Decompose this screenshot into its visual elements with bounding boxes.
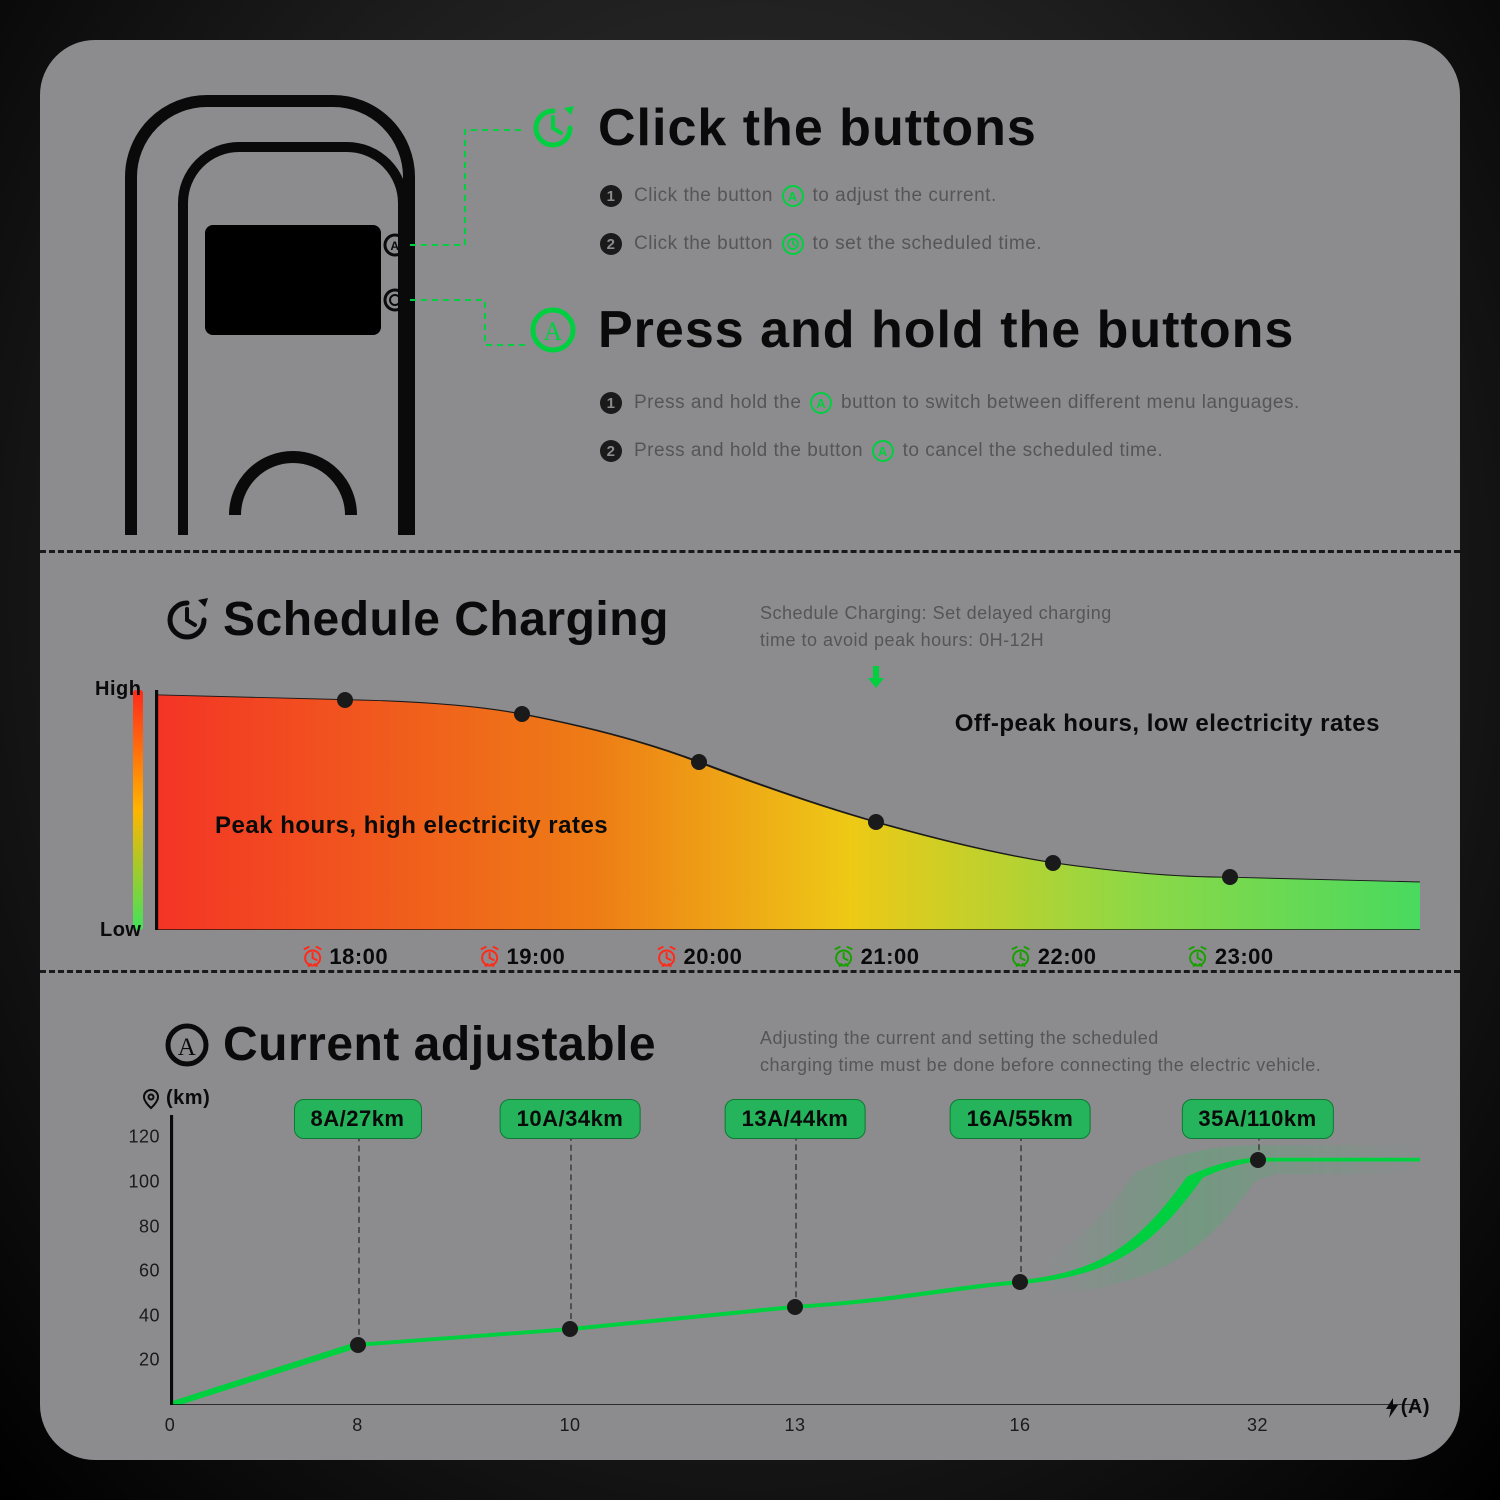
x-tick: 16 [1009,1405,1030,1436]
click-item-2: 2 Click the button to set the scheduled … [600,233,1042,255]
data-point [787,1299,803,1315]
a-icon: A [810,392,832,414]
alarm-icon [833,946,855,968]
svg-text:A: A [390,239,399,253]
step-text: Press and hold the A button to switch be… [634,392,1300,414]
y-tick: 80 [139,1216,170,1237]
a-icon: A [782,185,804,207]
data-point [1045,855,1061,871]
data-point [868,814,884,830]
current-chart: (km) (A) [170,1115,1420,1405]
alarm-icon [656,946,678,968]
schedule-chart: High Low [155,690,1420,930]
y-low-label: Low [100,919,142,942]
current-heading: A Current adjustable [165,1017,656,1072]
click-heading-row: Click the buttons [528,98,1037,158]
offpeak-annotation: Off-peak hours, low electricity rates [955,710,1380,738]
click-title: Click the buttons [598,98,1037,158]
value-pill: 10A/34km [500,1099,641,1139]
a-icon: A [528,305,578,355]
y-tick: 40 [139,1305,170,1326]
svg-text:A: A [543,317,562,346]
time-tick: 20:00 [656,930,743,970]
x-tick: 8 [352,1405,363,1436]
grid-line [570,1115,572,1329]
x-tick: 10 [559,1405,580,1436]
step-number: 2 [600,440,622,462]
peak-annotation: Peak hours, high electricity rates [215,812,608,840]
alarm-icon [1187,946,1209,968]
grid-line [358,1115,360,1345]
schedule-subtitle: Schedule Charging: Set delayed charging … [760,600,1112,654]
infographic-card: A Click the buttons 1 Click the button A… [40,40,1460,1460]
current-title: Current adjustable [223,1017,656,1072]
divider [40,970,1460,973]
value-pill: 8A/27km [293,1099,421,1139]
clock-icon [165,598,209,642]
y-tick: 60 [139,1261,170,1282]
step-number: 1 [600,185,622,207]
hold-item-2: 2 Press and hold the button A to cancel … [600,440,1163,462]
y-tick: 20 [139,1350,170,1371]
step-text: Click the button A to adjust the current… [634,185,997,207]
grid-line [1020,1115,1022,1282]
y-gradient-bar [133,690,143,930]
clock-icon [782,233,804,255]
x-tick: 0 [165,1405,176,1436]
hold-item-1: 1 Press and hold the A button to switch … [600,392,1300,414]
time-tick: 21:00 [833,930,920,970]
time-tick: 22:00 [1010,930,1097,970]
value-pill: 16A/55km [950,1099,1091,1139]
x-tick: 32 [1247,1405,1268,1436]
alarm-icon [1010,946,1032,968]
data-point [514,706,530,722]
divider [40,550,1460,553]
data-point [1222,869,1238,885]
data-point [562,1321,578,1337]
hold-title: Press and hold the buttons [598,300,1294,360]
value-pill: 35A/110km [1181,1099,1333,1139]
pin-icon [140,1088,162,1110]
step-number: 2 [600,233,622,255]
grid-line [795,1115,797,1307]
schedule-title: Schedule Charging [223,592,669,647]
data-point [337,692,353,708]
hold-heading-row: A Press and hold the buttons [528,300,1294,360]
section-buttons: A Click the buttons 1 Click the button A… [40,40,1460,550]
step-text: Click the button to set the scheduled ti… [634,233,1042,255]
time-tick: 23:00 [1187,930,1274,970]
data-point [1250,1152,1266,1168]
value-pill: 13A/44km [725,1099,866,1139]
a-icon: A [872,440,894,462]
schedule-heading: Schedule Charging [165,592,669,647]
y-high-label: High [95,678,141,701]
step-number: 1 [600,392,622,414]
time-tick: 18:00 [301,930,388,970]
alarm-icon [301,946,323,968]
x-tick: 13 [784,1405,805,1436]
time-tick: 19:00 [478,930,565,970]
y-axis-label: (km) [140,1087,210,1110]
a-icon: A [165,1023,209,1067]
y-tick: 120 [128,1127,170,1148]
data-point [1012,1274,1028,1290]
clock-icon [528,103,578,153]
click-item-1: 1 Click the button A to adjust the curre… [600,185,997,207]
section-current: A Current adjustable Adjusting the curre… [40,995,1460,1460]
y-tick: 100 [128,1171,170,1192]
section-schedule: Schedule Charging Schedule Charging: Set… [40,570,1460,970]
step-text: Press and hold the button A to cancel th… [634,440,1163,462]
schedule-marker [866,664,886,693]
alarm-icon [478,946,500,968]
data-point [350,1337,366,1353]
data-point [691,754,707,770]
current-subtitle: Adjusting the current and setting the sc… [760,1025,1321,1079]
svg-text:A: A [178,1034,197,1061]
